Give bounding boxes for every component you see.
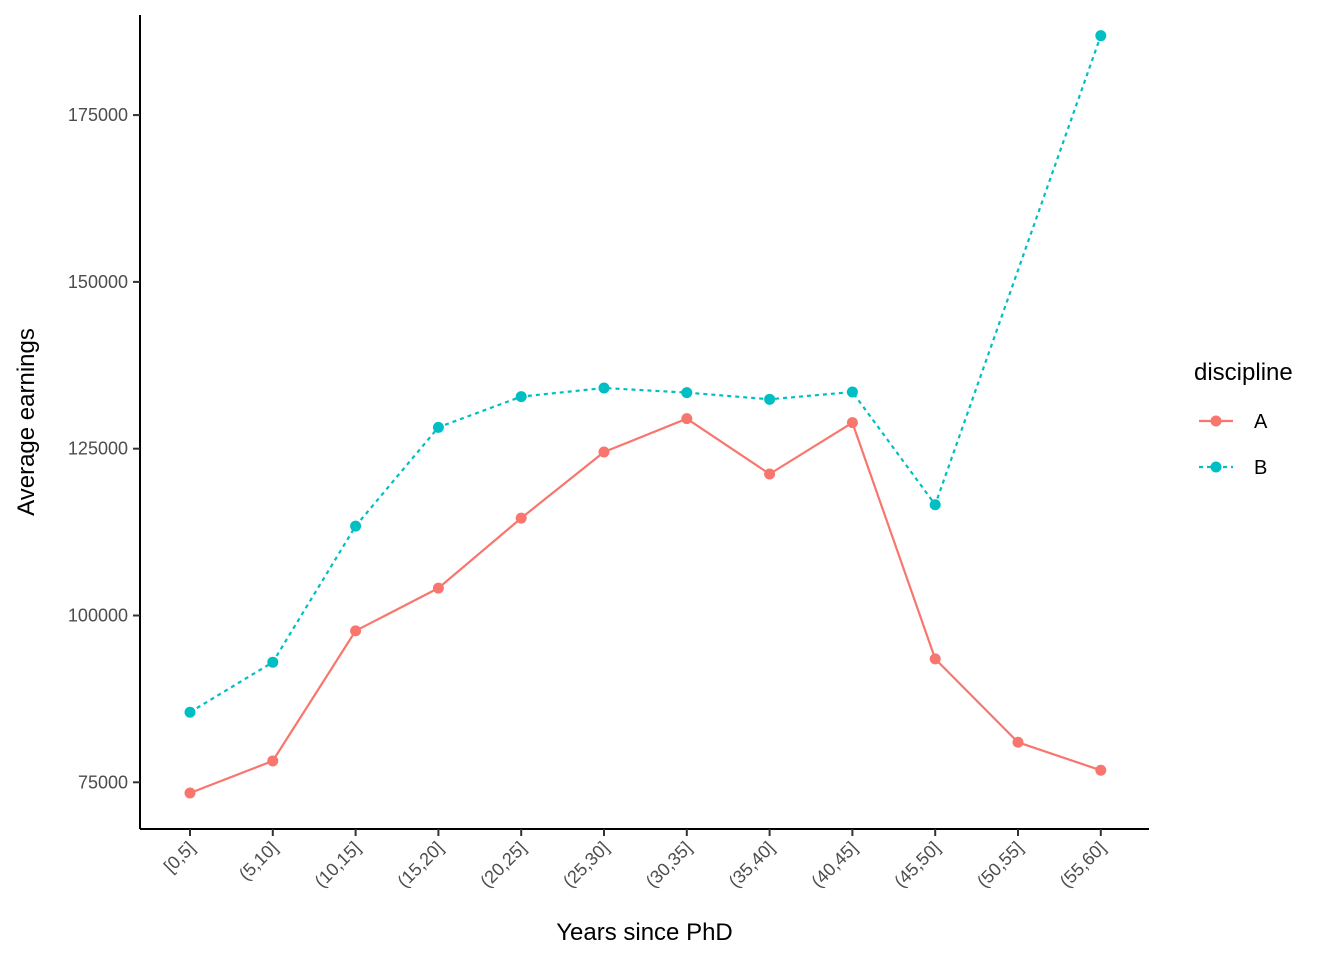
x-tick-label: (20,25] (476, 838, 530, 892)
legend-label: A (1254, 411, 1268, 433)
x-tick-label: (45,50] (890, 838, 944, 892)
y-tick-label: 175000 (68, 105, 128, 125)
y-tick-label: 150000 (68, 272, 128, 292)
data-point (764, 393, 776, 405)
data-point (598, 382, 610, 394)
data-point (515, 512, 527, 524)
data-point (764, 468, 776, 480)
series-A (184, 413, 1107, 799)
data-point (350, 625, 362, 637)
x-tick-label: (30,35] (642, 838, 696, 892)
legend-marker (1210, 461, 1222, 473)
data-point (350, 520, 362, 532)
y-tick-label: 75000 (78, 772, 128, 792)
legend-item-B: B (1199, 457, 1267, 479)
legend-title: discipline (1194, 359, 1293, 386)
data-point (267, 755, 279, 767)
data-point (267, 656, 279, 668)
data-point (184, 787, 196, 799)
data-point (1012, 736, 1024, 748)
legend-marker (1210, 415, 1222, 427)
x-tick-label: (55,60] (1056, 838, 1110, 892)
x-tick-label: (15,20] (393, 838, 447, 892)
x-ticks: [0,5] (5,10] (10,15] (15,20] (20,25] (25,30] (… (160, 829, 1110, 891)
y-ticks: 75000 100000 125000 150000 175000 (68, 105, 140, 792)
data-point (432, 582, 444, 594)
data-point (846, 386, 858, 398)
data-point (929, 499, 941, 511)
y-tick-label: 100000 (68, 605, 128, 625)
x-tick-label: (10,15] (311, 838, 365, 892)
data-point (681, 413, 693, 425)
series-line (189, 35, 1102, 714)
series-line (189, 417, 1102, 795)
legend: discipline AB (1194, 359, 1293, 479)
series-B (184, 30, 1107, 718)
data-point (1095, 30, 1107, 42)
y-tick-label: 125000 (68, 439, 128, 459)
legend-item-A: A (1199, 411, 1268, 433)
legend-label: B (1254, 457, 1267, 479)
x-tick-label: (50,55] (973, 838, 1027, 892)
x-tick-label: [0,5] (160, 838, 199, 877)
data-point (184, 706, 196, 718)
x-tick-label: (40,45] (807, 838, 861, 892)
x-tick-label: (5,10] (235, 838, 282, 885)
data-point (1095, 764, 1107, 776)
x-tick-label: (35,40] (725, 838, 779, 892)
x-tick-label: (25,30] (559, 838, 613, 892)
data-point (598, 446, 610, 458)
axes (139, 15, 1149, 830)
series-layer (184, 30, 1107, 799)
data-point (681, 387, 693, 399)
data-point (432, 421, 444, 433)
y-axis-title: Average earnings (13, 328, 40, 516)
legend-items: AB (1199, 411, 1268, 479)
data-point (846, 417, 858, 429)
data-point (929, 653, 941, 665)
data-point (515, 391, 527, 403)
x-axis-title: Years since PhD (556, 919, 733, 946)
